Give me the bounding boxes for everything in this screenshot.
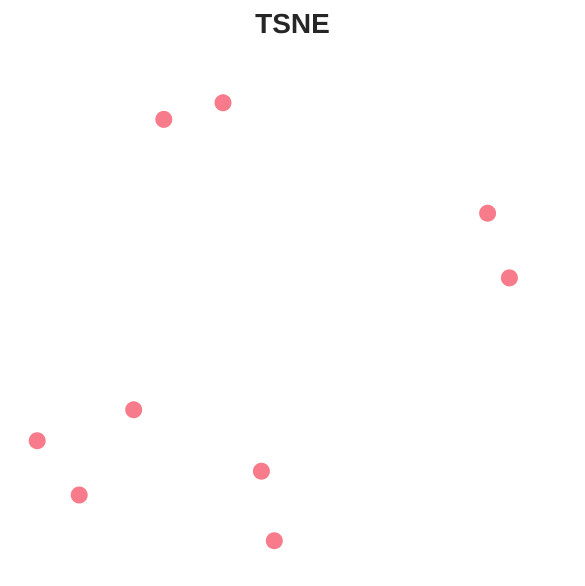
chart-title: TSNE bbox=[255, 8, 330, 39]
scatter-point-5 bbox=[125, 401, 143, 419]
points-layer bbox=[28, 94, 518, 550]
scatter-point-9 bbox=[265, 532, 283, 550]
scatter-point-1 bbox=[214, 94, 232, 112]
scatter-point-4 bbox=[500, 269, 518, 287]
scatter-point-2 bbox=[155, 110, 173, 128]
scatter-point-8 bbox=[70, 486, 88, 504]
scatter-point-6 bbox=[28, 432, 46, 450]
scatter-point-3 bbox=[479, 204, 497, 222]
scatter-point-7 bbox=[252, 462, 270, 480]
